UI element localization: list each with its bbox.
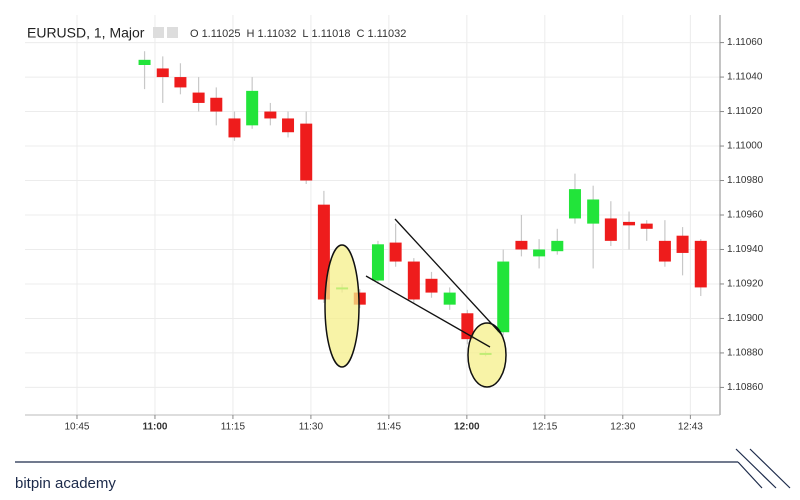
y-tick-label: 1.11060 <box>727 37 763 48</box>
ohlc-value: 1.11032 <box>367 28 406 40</box>
x-tick-label: 11:15 <box>221 422 246 433</box>
candle-body <box>156 68 169 78</box>
brand: bitpin academy <box>15 475 116 492</box>
x-tick-label: 10:45 <box>64 422 89 433</box>
y-tick-label: 1.10980 <box>727 175 764 186</box>
candle-body <box>694 240 707 288</box>
candle-body <box>587 199 600 224</box>
candle-body <box>658 240 671 262</box>
candle-body <box>497 261 510 333</box>
candle-body <box>533 249 546 257</box>
x-tick-label: 11:30 <box>299 422 324 433</box>
y-tick-label: 1.11020 <box>727 106 763 117</box>
icon <box>153 27 164 38</box>
footer-deco <box>749 448 791 489</box>
ohlc-key: C <box>357 28 365 40</box>
y-tick-label: 1.10940 <box>727 244 764 255</box>
candle-body <box>389 242 402 262</box>
ohlc-key: H <box>247 28 255 40</box>
drawings <box>324 218 507 388</box>
ohlc-value: 1.11025 <box>202 28 241 40</box>
candle-body <box>443 292 456 305</box>
highlight-ellipse <box>324 244 360 368</box>
candle-body <box>210 97 223 112</box>
footer-deco <box>735 448 777 489</box>
candle-body <box>407 261 420 300</box>
trend-line <box>394 218 503 336</box>
candle-body <box>174 77 187 88</box>
y-tick-label: 1.11040 <box>727 72 763 83</box>
y-tick-label: 1.10920 <box>727 279 764 290</box>
y-tick-label: 1.10960 <box>727 210 764 221</box>
ohlc-key: L <box>302 28 308 40</box>
candle-body <box>604 218 617 241</box>
candle-body <box>192 92 205 103</box>
footer-deco <box>737 461 763 489</box>
candle-body <box>676 235 689 253</box>
x-tick-label: 12:15 <box>532 422 557 433</box>
ohlc-value: 1.11032 <box>257 28 296 40</box>
ohlc-value: 1.11018 <box>312 28 351 40</box>
y-tick-label: 1.10900 <box>727 313 764 324</box>
candle-body <box>138 59 151 65</box>
highlight-ellipse <box>467 322 507 388</box>
ohlc-legend: O 1.11025 H 1.11032 L 1.11018 C 1.11032 <box>190 28 406 40</box>
candle-body <box>300 123 313 181</box>
candle-body <box>371 244 384 281</box>
candle-body <box>640 223 653 229</box>
y-tick-label: 1.11000 <box>727 141 763 152</box>
candle-body <box>282 118 295 133</box>
candle-body <box>551 240 564 252</box>
trend-line <box>365 275 491 348</box>
candle-body <box>246 90 259 126</box>
x-tick-label: 12:30 <box>610 422 635 433</box>
icons <box>153 27 178 38</box>
x-tick-label: 12:43 <box>678 422 703 433</box>
candle-body <box>568 189 581 219</box>
ohlc-key: O <box>190 28 199 40</box>
y-tick-label: 1.10880 <box>727 348 764 359</box>
chart-title: EURUSD, 1, Major <box>27 25 145 41</box>
candle-body <box>623 221 636 226</box>
candle-body <box>425 278 438 293</box>
x-tick-label: 11:45 <box>377 422 402 433</box>
y-tick-label: 1.10860 <box>727 382 764 393</box>
x-tick-label: 12:00 <box>454 422 480 433</box>
candle-body <box>515 240 528 250</box>
icon <box>167 27 178 38</box>
candle-body <box>228 118 241 138</box>
candle-body <box>264 111 277 119</box>
x-tick-label: 11:00 <box>142 422 167 433</box>
grid <box>25 15 720 415</box>
